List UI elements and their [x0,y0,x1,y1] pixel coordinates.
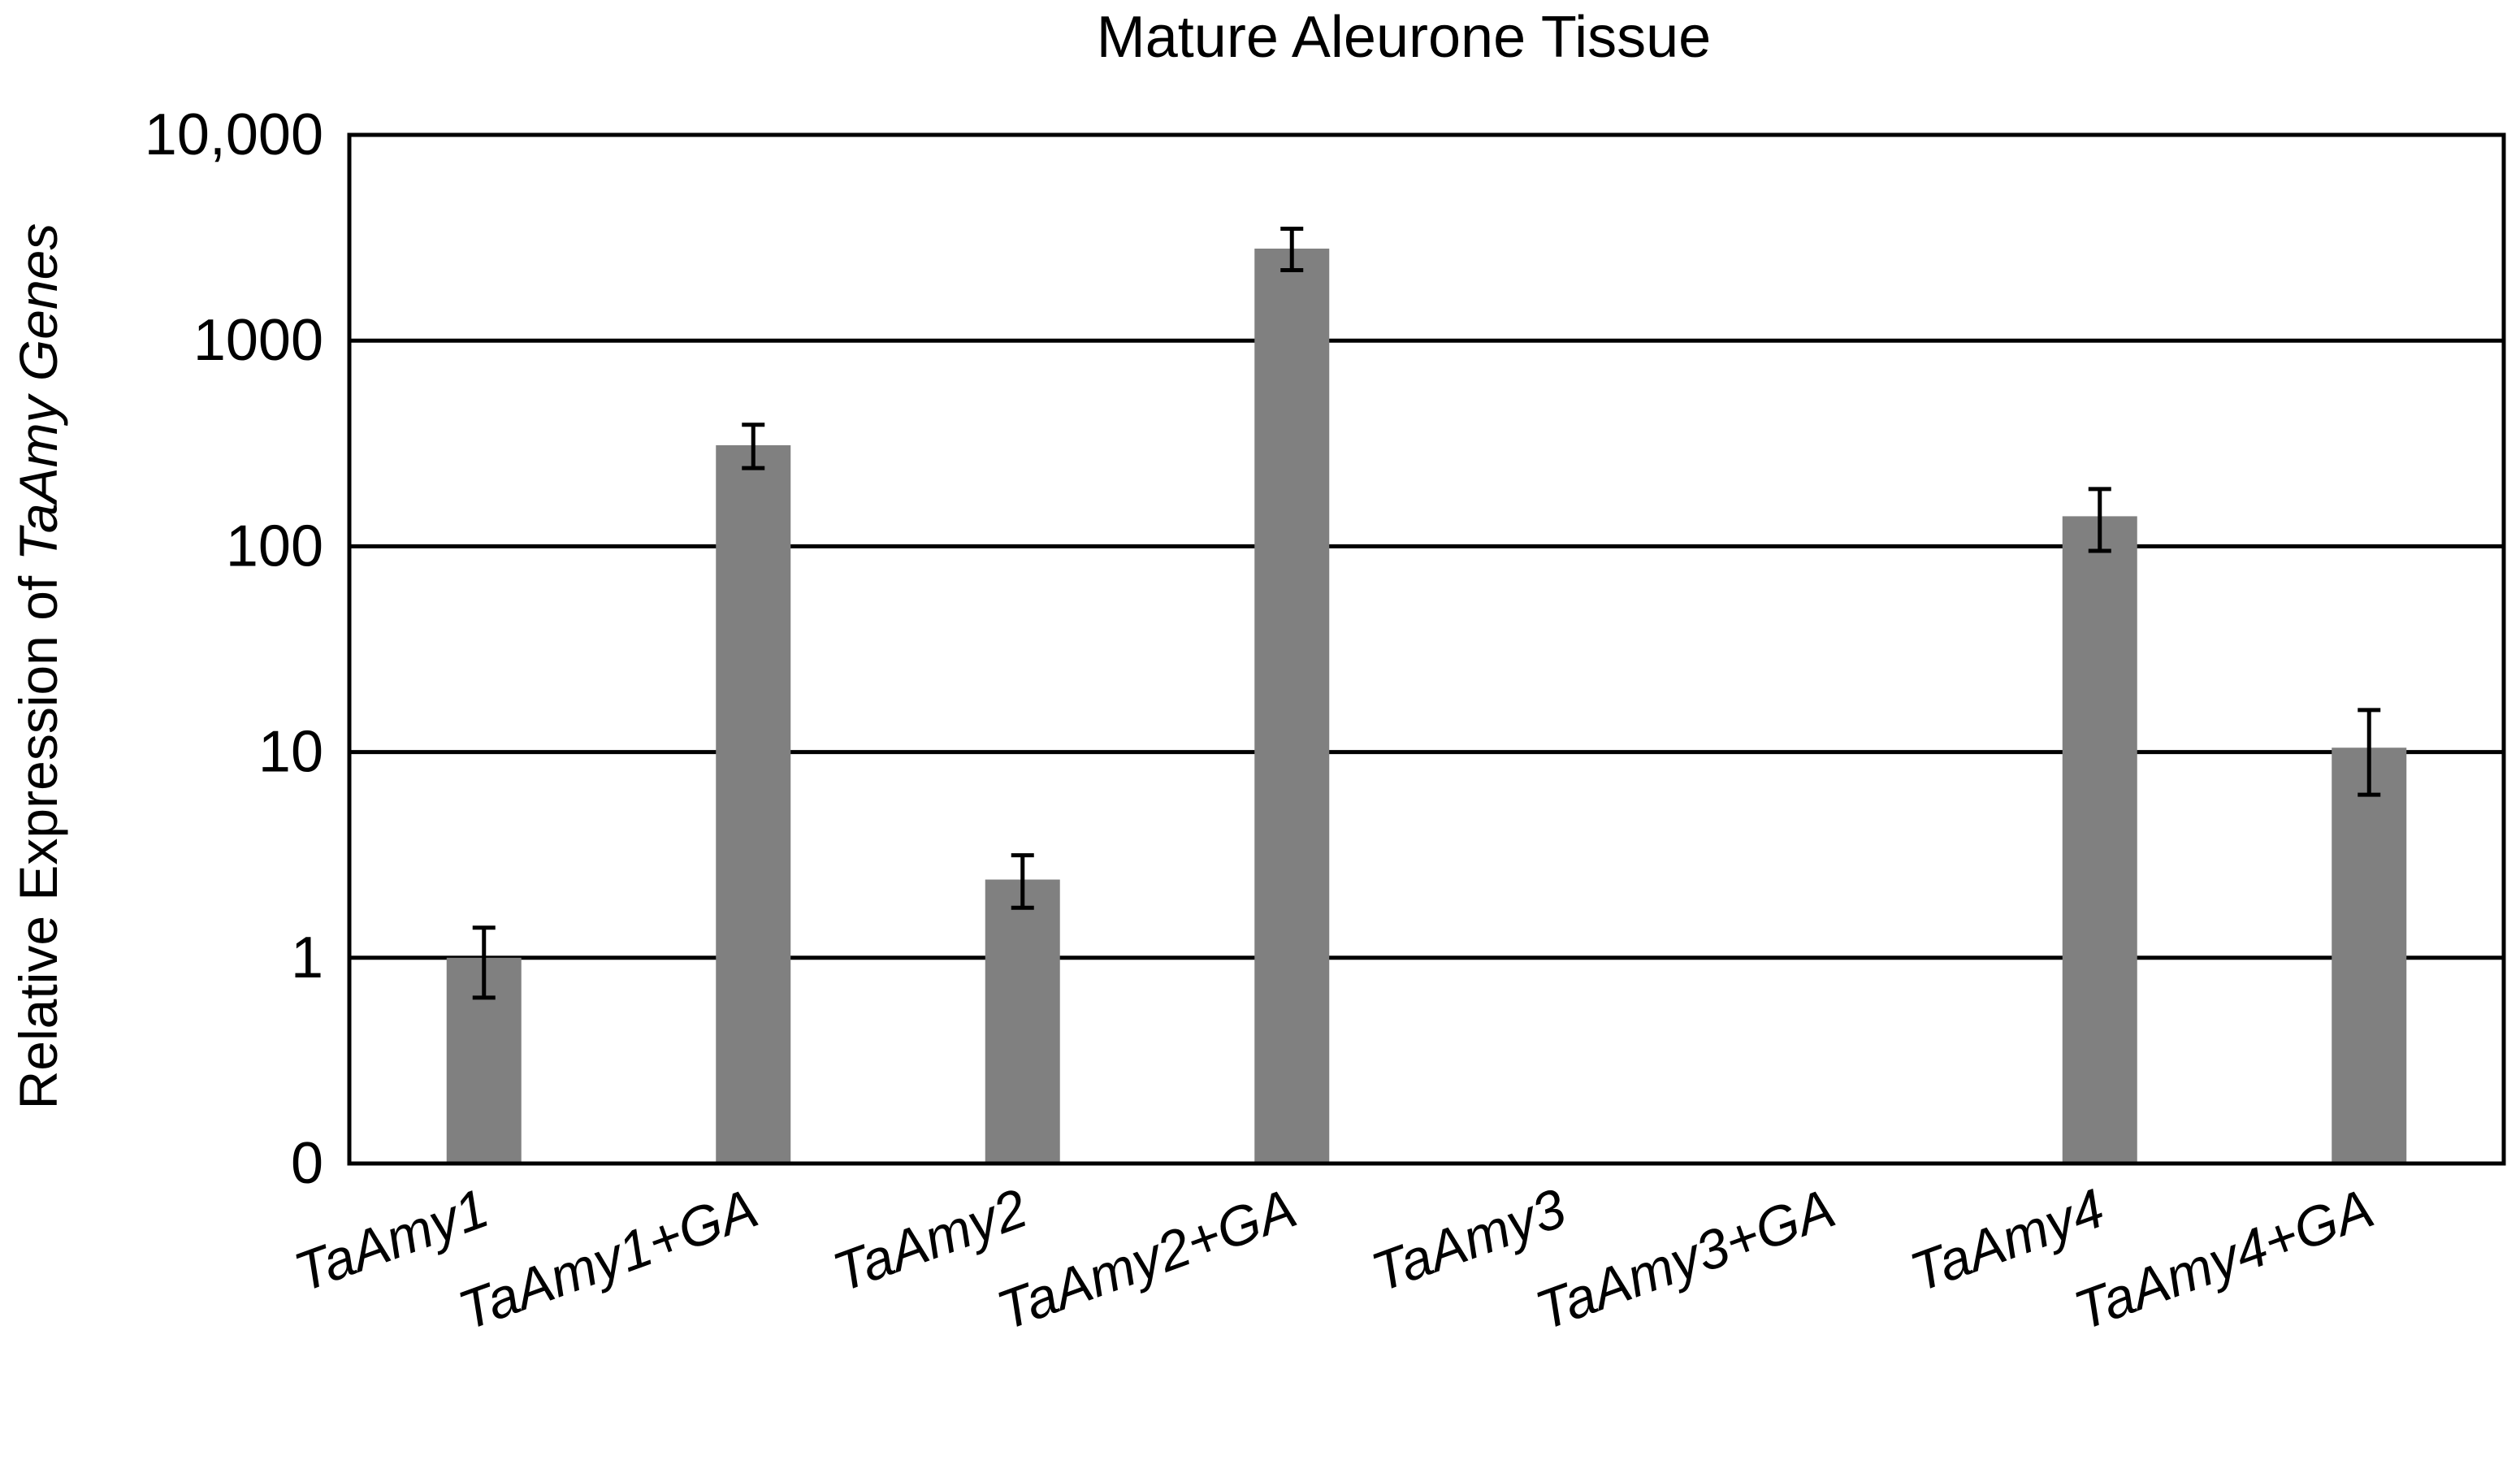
y-tick-label: 1000 [193,308,323,373]
error-bars [472,226,2381,1000]
x-tick-label: TaAmy1+GA [451,1177,766,1342]
gridlines [349,338,2504,960]
error-bar [1280,226,1304,272]
chart-title: Mature Aleurone Tissue [1097,5,1711,70]
x-tick-label: TaAmy4+GA [2067,1177,2382,1342]
bars [446,248,2407,1164]
plot-frame [347,132,2506,1166]
y-axis-ticks: 0 1 10 100 1000 10,000 [145,102,323,1196]
error-bar [2358,708,2381,797]
bar [2062,516,2137,1164]
y-tick-label: 1 [291,925,323,990]
y-tick-label: 0 [291,1131,323,1196]
y-axis-label: Relative Expression of TaAmy Genes [8,223,68,1110]
error-bar [1011,853,1034,910]
error-bar [472,925,496,1000]
bar [985,879,1060,1164]
error-bar [2088,487,2111,553]
error-bar [742,422,765,470]
y-tick-label: 10 [258,720,323,785]
bar [716,444,791,1164]
y-axis-label-text: Relative Expression of [8,561,68,1109]
y-axis-label-italic-text: TaAmy Genes [8,223,68,561]
x-tick-label: TaAmy2+GA [989,1177,1305,1342]
y-tick-label: 100 [226,514,323,578]
y-tick-label: 10,000 [145,102,323,167]
bar [2332,748,2407,1164]
x-tick-label: TaAmy3+GA [1528,1177,1843,1342]
bar [1254,248,1330,1164]
